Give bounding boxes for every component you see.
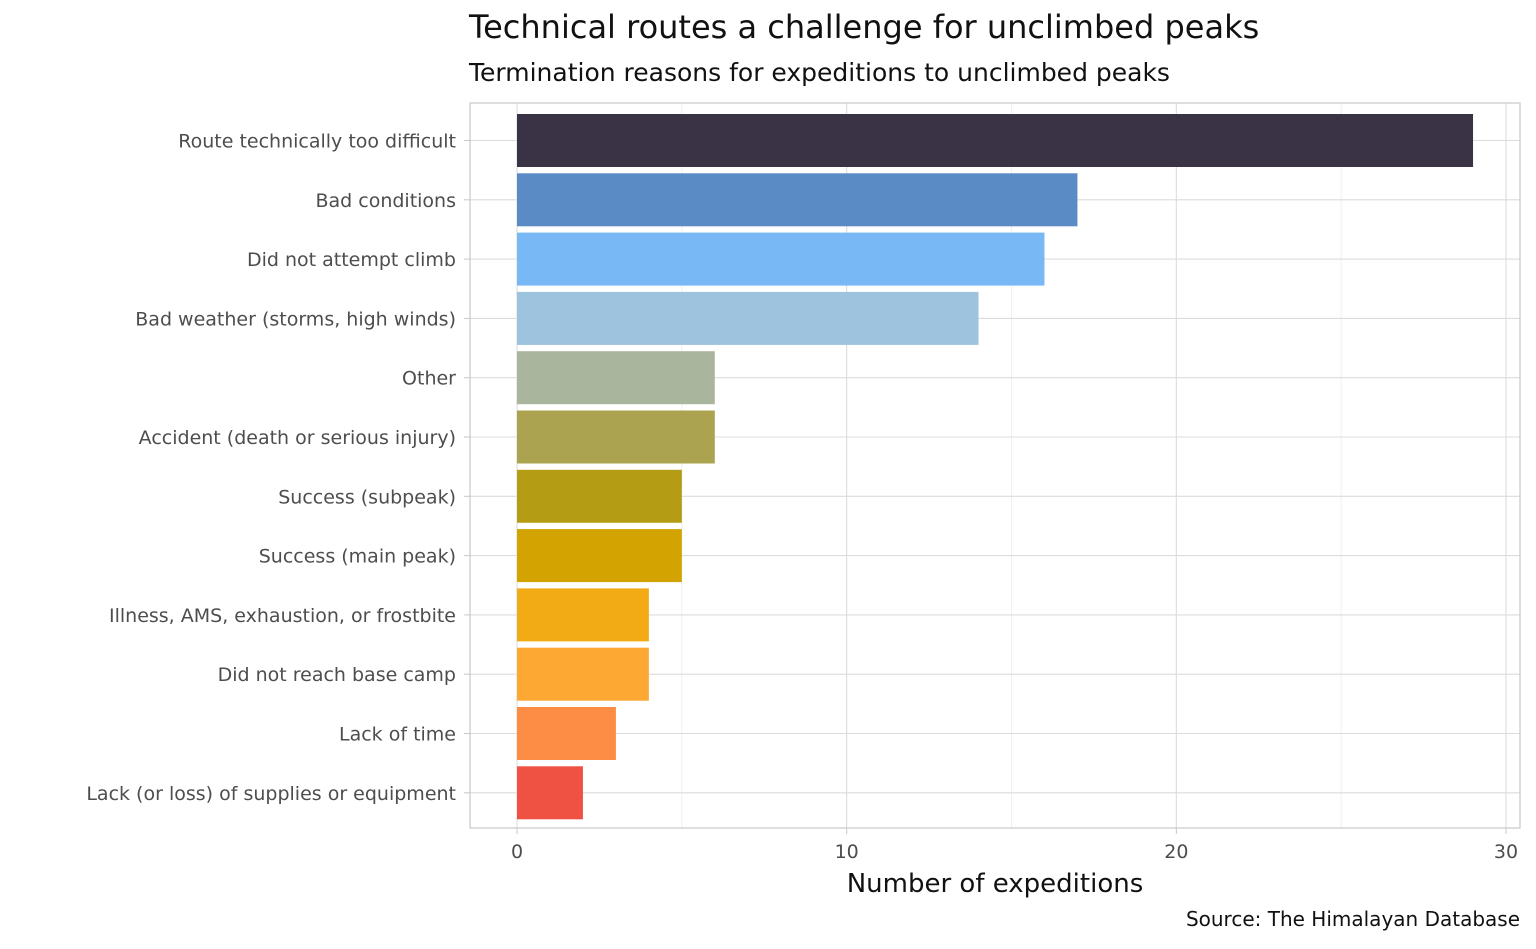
bar: [517, 766, 583, 820]
x-tick-label: 30: [1494, 841, 1518, 863]
bar: [517, 529, 682, 583]
chart-subtitle: Termination reasons for expeditions to u…: [469, 58, 1170, 87]
x-tick-label: 10: [835, 841, 859, 863]
y-tick-label: Lack of time: [339, 724, 456, 746]
y-axis-labels: Route technically too difficult Bad condi…: [86, 131, 470, 805]
y-tick-label: Bad conditions: [315, 190, 456, 212]
y-tick-label: Accident (death or serious injury): [139, 427, 456, 449]
y-tick-label: Other: [402, 368, 456, 390]
y-tick-label: Did not attempt climb: [247, 249, 456, 271]
chart-title: Technical routes a challenge for unclimb…: [469, 8, 1260, 46]
x-axis-title: Number of expeditions: [847, 869, 1144, 899]
panel-border: [469, 102, 1521, 829]
y-tick-label: Bad weather (storms, high winds): [135, 308, 456, 330]
bar: [517, 588, 649, 642]
x-axis-labels: 0 10 20 30: [511, 828, 1518, 863]
bar: [517, 232, 1045, 286]
y-tick-label: Illness, AMS, exhaustion, or frostbite: [109, 605, 456, 627]
bar: [517, 707, 616, 760]
bar: [517, 410, 715, 464]
y-tick-label: Did not reach base camp: [218, 664, 456, 686]
bar: [517, 291, 979, 345]
y-tick-label: Success (main peak): [259, 546, 456, 568]
y-tick-label: Lack (or loss) of supplies or equipment: [86, 783, 456, 805]
bar: [517, 647, 649, 701]
y-tick-label: Route technically too difficult: [178, 131, 456, 153]
bar: [517, 114, 1474, 167]
bars: [517, 114, 1474, 820]
y-tick-label: Success (subpeak): [278, 486, 456, 508]
x-tick-label: 20: [1164, 841, 1188, 863]
bar: [517, 173, 1078, 227]
bar: [517, 469, 682, 523]
bar: [517, 351, 715, 405]
x-tick-label: 0: [511, 841, 523, 863]
chart-caption: Source: The Himalayan Database: [1185, 907, 1520, 931]
